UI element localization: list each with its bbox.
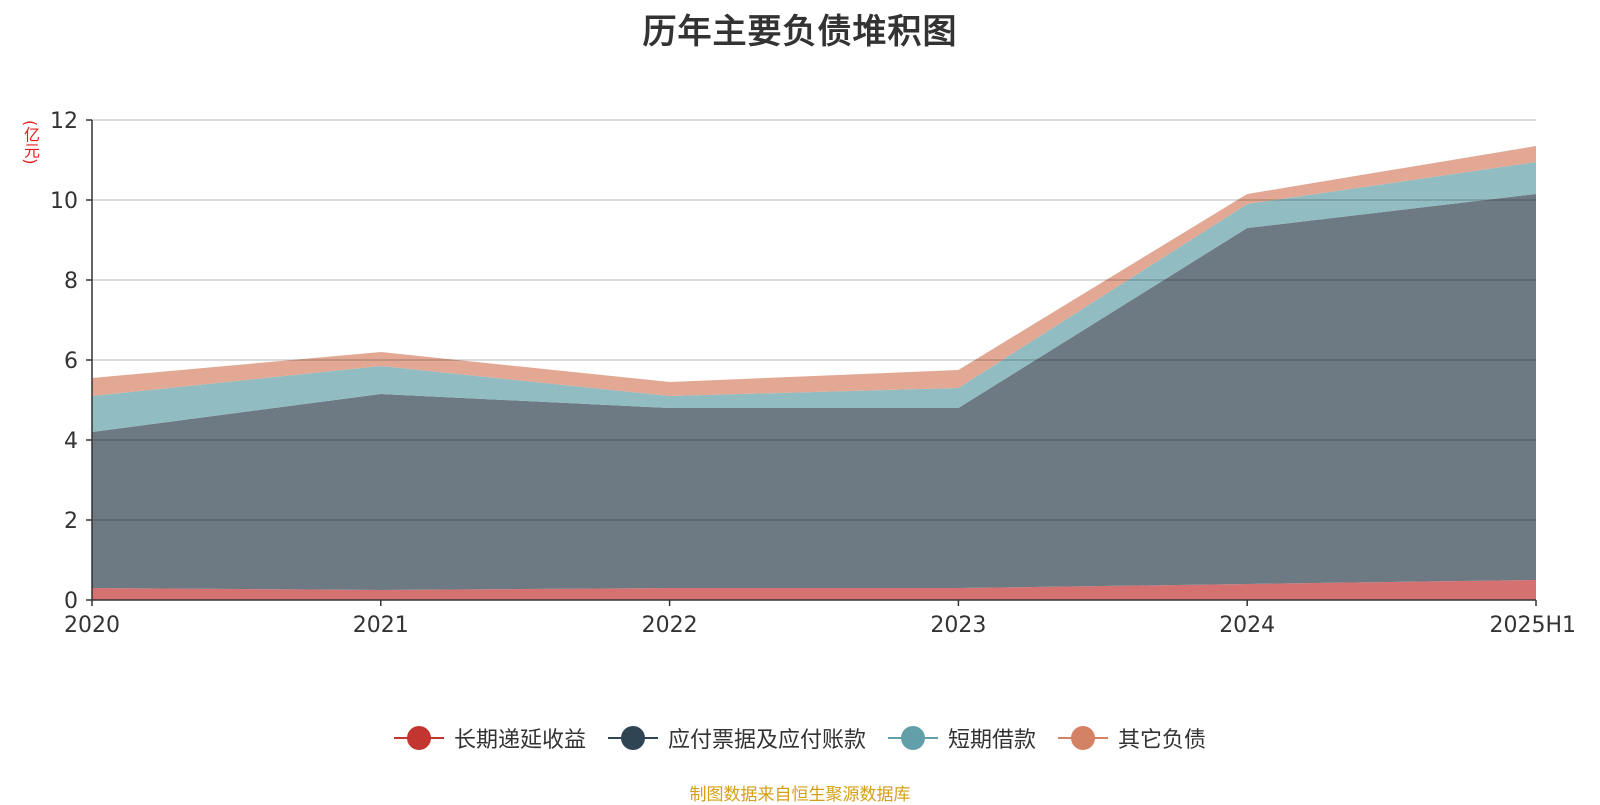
legend-marker-icon	[888, 726, 938, 750]
y-axis-unit-label: (亿元)	[21, 120, 40, 165]
legend-label: 短期借款	[948, 728, 1037, 753]
legend-item-3[interactable]: 其它负债	[1058, 722, 1206, 754]
y-tick-label: 6	[64, 349, 78, 374]
legend-label: 应付票据及应付账款	[667, 728, 866, 753]
y-tick-label: 10	[50, 189, 78, 214]
y-tick-label: 12	[50, 109, 78, 134]
chart-title: 历年主要负债堆积图	[642, 12, 958, 52]
x-tick-label: 2023	[930, 613, 986, 638]
y-tick-label: 4	[64, 429, 78, 454]
legend-label: 长期递延收益	[453, 728, 586, 753]
legend-marker-icon	[1058, 726, 1109, 750]
area-series-0	[92, 580, 1536, 600]
legend: 长期递延收益 应付票据及应付账款 短期借款 其它负债	[0, 720, 1600, 756]
area-series-1	[92, 194, 1536, 590]
legend-label: 其它负债	[1118, 728, 1207, 753]
legend-marker-icon	[607, 726, 658, 750]
x-tick-label: 2025H1	[1489, 613, 1576, 638]
area-series-3	[92, 146, 1536, 396]
data-source-note: 制图数据来自恒生聚源数据库	[689, 785, 911, 805]
x-tick-label: 2020	[64, 613, 120, 638]
x-tick-label: 2024	[1219, 613, 1275, 638]
x-tick-label: 2021	[353, 613, 409, 638]
legend-item-0[interactable]: 长期递延收益	[393, 722, 586, 754]
stacked-area-chart: 0 2 4 6 8 10 12 2020 2021 2022 2023 2024 2025H1	[50, 109, 1576, 638]
area-series-2	[92, 162, 1536, 432]
y-tick-label: 2	[64, 509, 78, 534]
legend-item-2[interactable]: 短期借款	[888, 722, 1036, 754]
unit-text: 亿元	[21, 126, 40, 159]
x-tick-label: 2022	[642, 613, 698, 638]
y-tick-label: 0	[64, 589, 78, 614]
legend-item-1[interactable]: 应付票据及应付账款	[607, 722, 866, 754]
legend-marker-icon	[393, 726, 444, 750]
y-tick-label: 8	[64, 269, 78, 294]
